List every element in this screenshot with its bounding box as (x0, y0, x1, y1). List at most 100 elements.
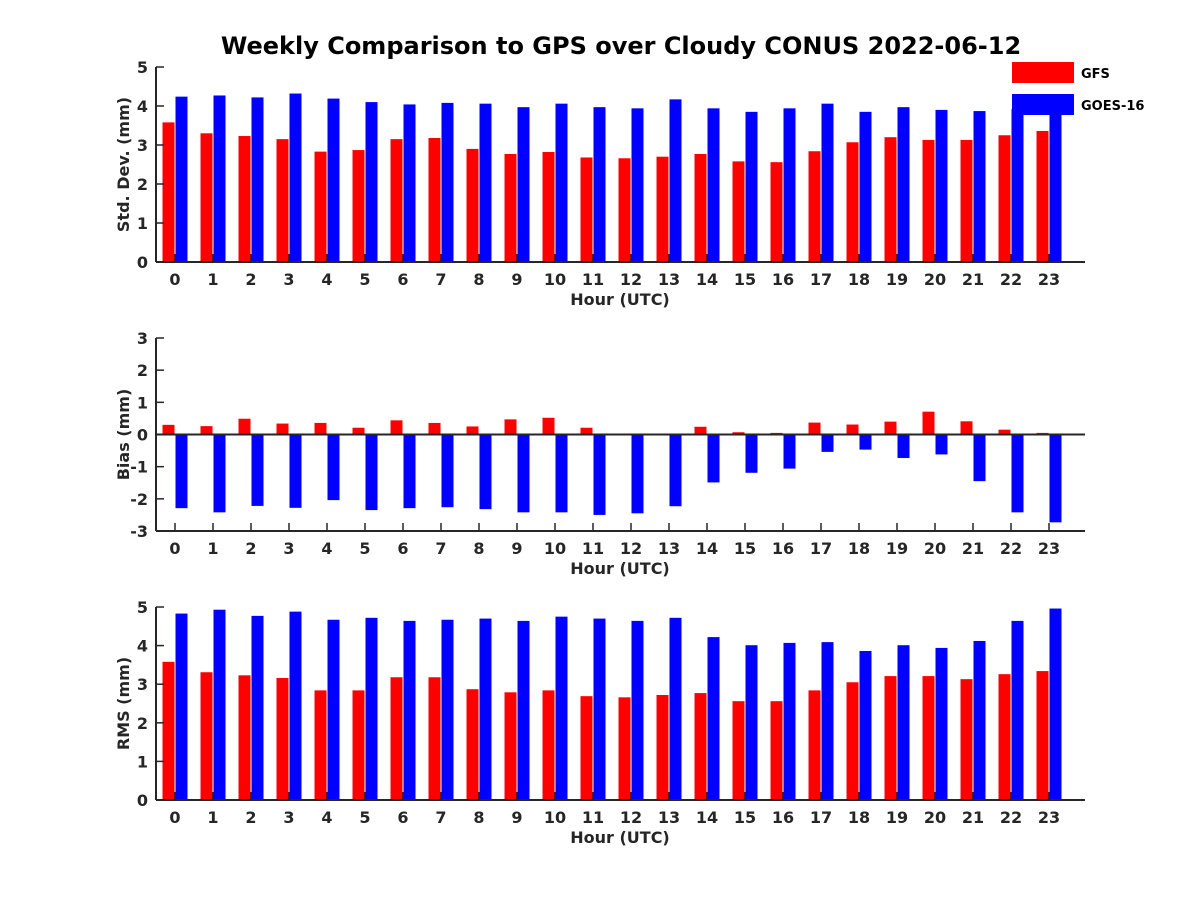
bar-bias-goes16-h14 (707, 434, 720, 483)
bar-rms-gfs-h7 (428, 677, 441, 800)
bar-bias-gfs-h22 (998, 429, 1011, 435)
y-axis-label-rms: RMS (mm) (114, 657, 133, 750)
bar-std-dev-gfs-h5 (352, 150, 365, 262)
bar-rms-gfs-h19 (884, 676, 897, 800)
x-tick-label-rms-13: 13 (658, 808, 680, 827)
y-tick-label-bias-4: 1 (137, 393, 148, 412)
bar-std-dev-goes16-h10 (555, 103, 568, 262)
bar-bias-gfs-h9 (504, 419, 517, 435)
bar-bias-gfs-h2 (238, 418, 251, 435)
bar-std-dev-gfs-h16 (770, 162, 783, 262)
bar-rms-gfs-h4 (314, 690, 327, 800)
bar-bias-gfs-h15 (732, 432, 745, 435)
x-tick-label-std-dev-14: 14 (696, 270, 718, 289)
bar-std-dev-gfs-h19 (884, 137, 897, 262)
bar-bias-gfs-h18 (846, 424, 859, 435)
bar-rms-goes16-h16 (783, 642, 796, 800)
y-axis-label-bias: Bias (mm) (114, 389, 133, 481)
bar-rms-gfs-h15 (732, 701, 745, 800)
x-tick-label-std-dev-10: 10 (544, 270, 566, 289)
x-tick-label-bias-10: 10 (544, 539, 566, 558)
bar-std-dev-goes16-h17 (821, 103, 834, 262)
bar-bias-goes16-h1 (213, 434, 226, 513)
bar-std-dev-gfs-h18 (846, 142, 859, 262)
bar-bias-gfs-h6 (390, 420, 403, 435)
y-tick-label-std-dev-2: 2 (137, 175, 148, 194)
bar-bias-goes16-h19 (897, 434, 910, 458)
bar-rms-gfs-h2 (238, 675, 251, 800)
bar-bias-gfs-h11 (580, 427, 593, 435)
bar-rms-goes16-h14 (707, 637, 720, 800)
legend-label-gfs: GFS (1081, 67, 1110, 82)
bar-std-dev-gfs-h23 (1036, 130, 1049, 262)
x-tick-label-std-dev-4: 4 (321, 270, 332, 289)
x-tick-label-bias-6: 6 (397, 539, 408, 558)
bar-std-dev-goes16-h16 (783, 108, 796, 262)
legend: GFS GOES-16 (1012, 62, 1144, 115)
chart-title: Weekly Comparison to GPS over Cloudy CON… (221, 32, 1021, 60)
bar-rms-goes16-h8 (479, 618, 492, 800)
x-tick-label-rms-23: 23 (1038, 808, 1060, 827)
x-tick-label-std-dev-19: 19 (886, 270, 908, 289)
bar-bias-goes16-h23 (1049, 434, 1062, 523)
y-tick-label-std-dev-0: 0 (137, 253, 148, 272)
x-tick-label-std-dev-0: 0 (169, 270, 180, 289)
bar-bias-goes16-h2 (251, 434, 264, 506)
bar-bias-goes16-h0 (175, 434, 188, 509)
y-tick-label-std-dev-3: 3 (137, 136, 148, 155)
x-tick-label-rms-1: 1 (207, 808, 218, 827)
bar-std-dev-goes16-h23 (1049, 109, 1062, 263)
x-axis-label-std-dev: Hour (UTC) (570, 290, 670, 309)
x-tick-label-std-dev-2: 2 (245, 270, 256, 289)
bar-bias-gfs-h20 (922, 411, 935, 435)
x-tick-label-rms-6: 6 (397, 808, 408, 827)
bar-std-dev-gfs-h4 (314, 151, 327, 262)
x-tick-label-rms-14: 14 (696, 808, 718, 827)
bar-rms-goes16-h23 (1049, 608, 1062, 800)
y-tick-label-bias-5: 2 (137, 361, 148, 380)
bar-std-dev-goes16-h14 (707, 108, 720, 262)
bar-std-dev-gfs-h12 (618, 158, 631, 262)
bar-rms-goes16-h21 (973, 640, 986, 800)
bar-std-dev-gfs-h22 (998, 135, 1011, 262)
x-tick-label-bias-19: 19 (886, 539, 908, 558)
x-tick-label-rms-5: 5 (359, 808, 370, 827)
bar-bias-goes16-h10 (555, 434, 568, 513)
x-tick-label-std-dev-3: 3 (283, 270, 294, 289)
bar-rms-goes16-h9 (517, 620, 530, 800)
bar-std-dev-gfs-h0 (162, 122, 175, 262)
x-tick-label-bias-13: 13 (658, 539, 680, 558)
bar-std-dev-gfs-h7 (428, 137, 441, 262)
bar-bias-goes16-h20 (935, 434, 948, 455)
bar-bias-gfs-h7 (428, 422, 441, 435)
bar-std-dev-goes16-h3 (289, 93, 302, 263)
y-tick-label-rms-2: 2 (137, 714, 148, 733)
x-tick-label-rms-22: 22 (1000, 808, 1022, 827)
bar-std-dev-gfs-h1 (200, 133, 213, 262)
bar-std-dev-goes16-h12 (631, 108, 644, 262)
x-tick-label-bias-5: 5 (359, 539, 370, 558)
y-tick-label-bias-3: 0 (137, 426, 148, 445)
bar-bias-gfs-h8 (466, 426, 479, 435)
bar-std-dev-goes16-h11 (593, 107, 606, 262)
bar-std-dev-goes16-h2 (251, 97, 264, 262)
x-tick-label-std-dev-21: 21 (962, 270, 984, 289)
bar-bias-goes16-h21 (973, 434, 986, 482)
y-tick-label-std-dev-1: 1 (137, 214, 148, 233)
bar-std-dev-gfs-h14 (694, 153, 707, 262)
bar-std-dev-goes16-h7 (441, 102, 454, 262)
x-tick-label-bias-14: 14 (696, 539, 718, 558)
bar-std-dev-goes16-h13 (669, 99, 682, 263)
bar-rms-gfs-h14 (694, 693, 707, 800)
x-tick-label-rms-10: 10 (544, 808, 566, 827)
x-tick-label-bias-3: 3 (283, 539, 294, 558)
bar-bias-goes16-h5 (365, 434, 378, 511)
bar-bias-goes16-h6 (403, 434, 416, 509)
x-tick-label-bias-17: 17 (810, 539, 832, 558)
x-tick-label-bias-18: 18 (848, 539, 870, 558)
y-tick-label-rms-5: 5 (137, 598, 148, 617)
bar-rms-gfs-h18 (846, 682, 859, 800)
bar-rms-gfs-h13 (656, 695, 669, 800)
y-tick-label-rms-1: 1 (137, 752, 148, 771)
